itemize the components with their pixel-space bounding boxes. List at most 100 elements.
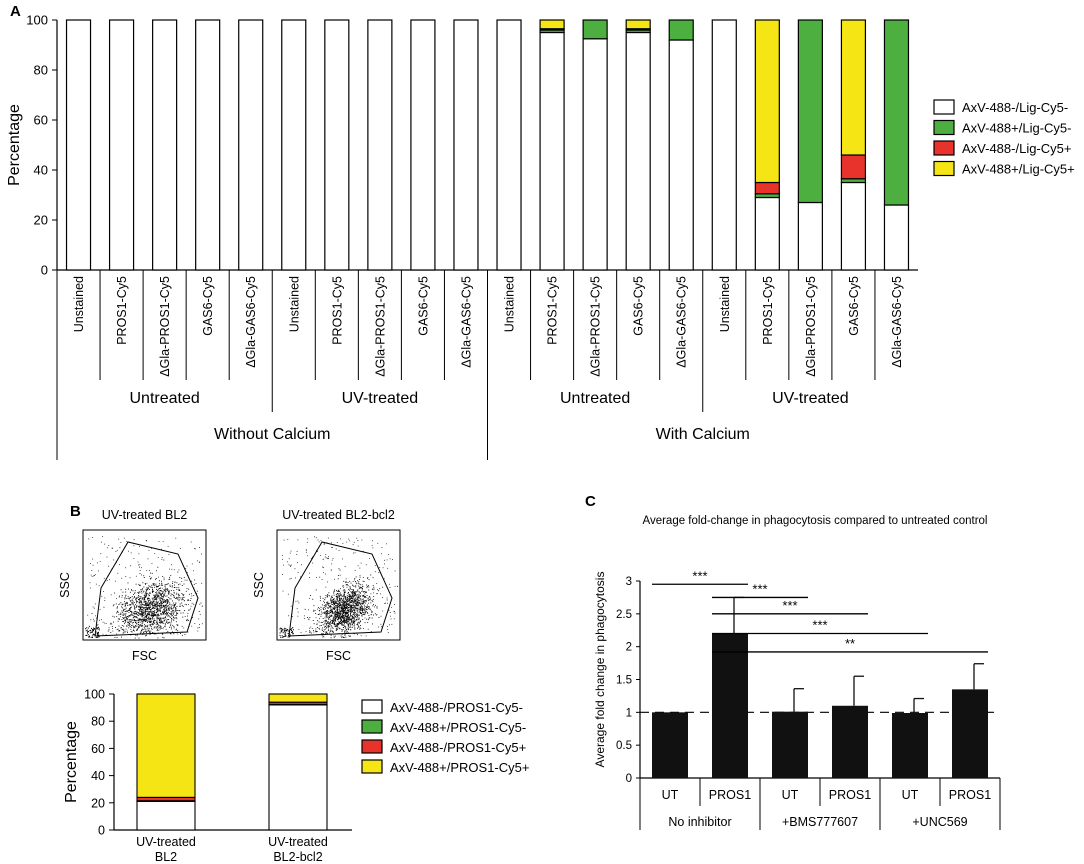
b-y-tick-label: 0 [98, 824, 105, 838]
b-scatter-point [336, 605, 338, 607]
b-scatter-point [177, 593, 179, 595]
b-scatter-point [129, 608, 131, 610]
b-scatter-point [149, 625, 151, 627]
b-scatter-point [145, 590, 147, 592]
b-scatter-point [103, 591, 104, 592]
b-scatter-point [130, 626, 132, 628]
b-scatter-point [355, 586, 357, 588]
b-scatter-point [155, 598, 157, 600]
b-scatter-point [89, 632, 91, 634]
c-category-label: PROS1 [709, 788, 751, 802]
b-scatter-point [166, 608, 168, 610]
b-scatter-point [137, 618, 139, 620]
b-scatter-point [326, 614, 328, 616]
b-scatter-point [151, 614, 153, 616]
b-scatter-point [361, 609, 363, 611]
b-scatter-point [138, 627, 140, 628]
b-scatter-point [327, 537, 329, 539]
b-scatter-point [145, 616, 147, 618]
b-scatter-point [171, 586, 173, 588]
b-scatter-point [362, 603, 364, 605]
b-scatter-point [330, 542, 332, 544]
b-scatter-point [131, 612, 132, 614]
b-scatter-point [135, 611, 137, 613]
b-legend-swatch [361, 739, 383, 754]
b-scatter-point [341, 621, 343, 623]
b-scatter-point [335, 601, 336, 603]
b-scatter-point [157, 596, 159, 597]
b-scatter-point [335, 595, 337, 597]
b-scatter-point [103, 577, 105, 579]
b-scatter-point [347, 599, 349, 601]
b-scatter-point [158, 593, 160, 594]
b-scatter-point [353, 596, 355, 598]
b-scatter-point [330, 596, 332, 598]
b-scatter-point [362, 580, 364, 582]
b-scatter-point [320, 609, 322, 611]
b-scatter-point [343, 597, 345, 599]
b-scatter-point [187, 631, 189, 633]
b-scatter-point [170, 625, 172, 627]
b-scatter-point [125, 611, 127, 613]
b-scatter-point [116, 629, 118, 630]
b-scatter-point [348, 607, 350, 608]
b-scatter-point [355, 619, 357, 621]
b-scatter-point [353, 623, 355, 625]
b-scatter-point [133, 612, 135, 614]
b-scatter-point [324, 623, 326, 625]
b-scatter-point [150, 601, 152, 603]
b-scatter-point [131, 589, 133, 591]
b-scatter-point [147, 616, 149, 618]
b-scatter-point [346, 612, 347, 613]
b-scatter-point [153, 632, 155, 634]
b-scatter-point [360, 604, 361, 606]
b-scatter-point [345, 611, 347, 613]
b-scatter-point [145, 611, 147, 613]
b-scatter-point [126, 630, 128, 632]
b-scatter-point [172, 582, 173, 584]
b-scatter-point [123, 629, 125, 631]
b-scatter-point [178, 589, 179, 591]
b-scatter-point [327, 607, 329, 609]
b-scatter-point [160, 590, 162, 592]
b-scatter-point [97, 628, 99, 630]
b-scatter-point [344, 621, 346, 623]
b-scatter-point [115, 612, 117, 614]
b-scatter-point [326, 611, 328, 613]
b-scatter-point [181, 602, 183, 604]
b-scatter-point [129, 600, 131, 601]
b-scatter-point [353, 594, 355, 596]
b-scatter-point [335, 629, 337, 631]
b-scatter-point [369, 617, 371, 619]
b-scatter-point [189, 593, 190, 595]
b-category-label: UV-treated [268, 835, 328, 849]
b-scatter-point [357, 613, 359, 615]
b-scatter-point [125, 618, 127, 620]
b-scatter-point [346, 595, 348, 597]
b-scatter-point [144, 616, 146, 618]
b-scatter-point [156, 601, 158, 603]
b-scatter-point [354, 612, 356, 613]
b-scatter-point [325, 557, 327, 559]
b-scatter-point [365, 600, 367, 602]
b-scatter-point [92, 629, 94, 631]
b-scatter-point [147, 603, 149, 605]
b-scatter-point [143, 626, 145, 628]
c-significance-label: *** [782, 598, 797, 613]
b-scatter-point [163, 620, 165, 622]
b-scatter-point [142, 606, 144, 608]
b-scatter-point [149, 624, 151, 626]
b-scatter-point [327, 607, 329, 609]
b-scatter-point [196, 590, 198, 592]
b-scatter-point [375, 614, 377, 616]
b-scatter-point [106, 547, 108, 549]
b-scatter-point [346, 617, 348, 619]
b-scatter-point [168, 579, 170, 580]
b-scatter-point [146, 625, 148, 627]
a-y-axis-label: Percentage [6, 104, 23, 186]
b-scatter-point [98, 636, 100, 638]
b-scatter-point [173, 633, 175, 635]
a-legend-label: AxV-488+/Lig-Cy5- [962, 121, 1071, 136]
b-scatter-point [339, 623, 341, 624]
b-scatter-point [365, 591, 367, 593]
